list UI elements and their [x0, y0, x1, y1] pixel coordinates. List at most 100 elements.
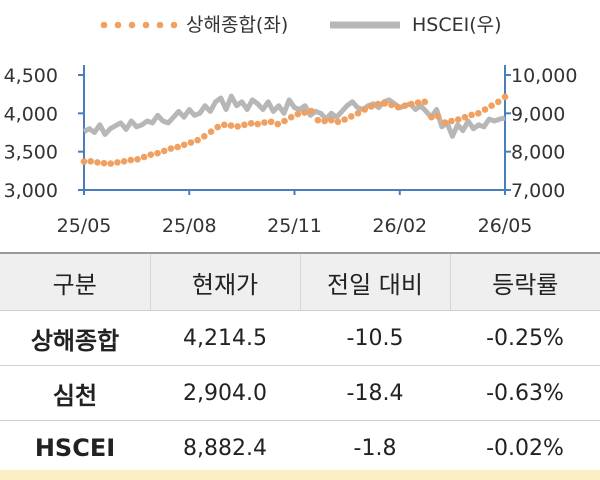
shanghai-point [214, 123, 221, 131]
shanghai-point [180, 141, 188, 149]
col-header-price: 현재가 [149, 252, 300, 311]
series-hscei-line [82, 93, 506, 139]
shanghai-point [401, 102, 409, 109]
cell-price: 2,904.0 [150, 365, 300, 421]
index-quote-table: 구분 현재가 전일 대비 등락률 상해종합 4,214.5 -10.5 -0.2… [0, 252, 600, 476]
shanghai-point [388, 101, 395, 109]
shanghai-point [187, 139, 195, 146]
shanghai-point [107, 160, 114, 167]
shanghai-point [94, 159, 101, 166]
shanghai-point [234, 123, 241, 130]
shanghai-point [134, 156, 141, 163]
series-shanghai-points [80, 93, 509, 167]
shanghai-point [381, 100, 389, 107]
legend-dot [156, 21, 164, 29]
shanghai-point [434, 113, 442, 120]
legend-dot [100, 21, 108, 29]
shanghai-point [354, 110, 362, 117]
x-axis-ticks: 25/05 25/08 25/11 26/02 26/05 [57, 190, 533, 237]
legend-hscei-label: HSCEI(우) [412, 14, 502, 36]
cell-change: -1.8 [300, 420, 450, 476]
shanghai-point [428, 113, 435, 121]
cell-change: -18.4 [300, 365, 450, 421]
shanghai-point [120, 158, 128, 165]
col-header-category: 구분 [0, 252, 150, 311]
shanghai-point [154, 149, 161, 157]
x-tick-label: 25/08 [162, 215, 217, 237]
chart-legend: 상해종합(좌) HSCEI(우) [100, 14, 502, 36]
shanghai-point [328, 116, 335, 124]
shanghai-point [495, 98, 502, 106]
shanghai-point [441, 119, 449, 126]
cell-change: -10.5 [300, 310, 450, 366]
shanghai-point [281, 117, 288, 125]
shanghai-point [374, 100, 382, 108]
legend-shanghai-marker [100, 21, 178, 29]
cell-price: 8,882.4 [150, 420, 300, 476]
shanghai-point [421, 98, 429, 106]
shanghai-point [448, 117, 455, 125]
col-header-rate: 등락률 [449, 252, 600, 311]
left-tick-label: 3,000 [4, 180, 58, 202]
x-tick-label: 26/02 [372, 215, 427, 237]
table-header-row: 구분 현재가 전일 대비 등락률 [0, 252, 600, 311]
cell-rate: -0.63% [450, 365, 600, 421]
row-label: HSCEI [0, 420, 150, 476]
shanghai-point [127, 156, 135, 164]
shanghai-point [307, 107, 315, 115]
shanghai-point [414, 99, 422, 106]
shanghai-point [488, 102, 495, 109]
shanghai-point [100, 159, 108, 167]
shanghai-point [468, 111, 475, 119]
shanghai-point [394, 103, 402, 111]
right-tick-label: 9,000 [511, 103, 565, 125]
shanghai-point [321, 117, 328, 125]
shanghai-point [341, 116, 348, 123]
left-axis-ticks: 3,000 3,500 4,000 4,500 [4, 65, 84, 202]
shanghai-point [140, 153, 148, 161]
row-label: 상해종합 [0, 310, 150, 366]
shanghai-point [114, 159, 121, 166]
shanghai-point [274, 120, 282, 128]
col-header-change: 전일 대비 [299, 252, 450, 311]
bottom-accent-bar [0, 470, 600, 480]
shanghai-point [294, 110, 302, 118]
legend-dot [114, 21, 122, 29]
shanghai-point [247, 120, 255, 127]
dual-axis-line-chart: 상해종합(좌) HSCEI(우) 3,000 3,500 4,000 4,500 7,… [4, 14, 578, 237]
left-tick-label: 4,500 [4, 65, 58, 87]
shanghai-point [207, 128, 215, 135]
table-row: 심천 2,904.0 -18.4 -0.63% [0, 365, 600, 421]
shanghai-point [314, 116, 322, 124]
shanghai-point [174, 143, 181, 151]
table-row: 상해종합 4,214.5 -10.5 -0.25% [0, 310, 600, 366]
shanghai-point [348, 113, 355, 120]
shanghai-point [267, 118, 275, 126]
legend-dot [170, 21, 178, 29]
shanghai-point [408, 100, 415, 108]
legend-dot [142, 21, 150, 29]
right-axis-ticks: 7,000 8,000 9,000 10,000 [505, 65, 577, 202]
right-tick-label: 7,000 [511, 180, 565, 202]
legend-dot [128, 21, 136, 29]
left-tick-label: 4,000 [4, 103, 58, 125]
shanghai-point [454, 116, 462, 123]
x-tick-label: 25/05 [57, 215, 112, 237]
shanghai-point [475, 110, 482, 117]
shanghai-point [368, 103, 375, 110]
cell-price: 4,214.5 [150, 310, 300, 366]
shanghai-point [194, 136, 201, 144]
x-tick-label: 26/05 [478, 215, 533, 237]
shanghai-point [481, 106, 489, 113]
shanghai-point [147, 151, 155, 158]
shanghai-point [80, 158, 88, 165]
shanghai-point [227, 122, 235, 129]
legend-shanghai-label: 상해종합(좌) [186, 14, 288, 36]
shanghai-point [301, 109, 308, 116]
left-tick-label: 3,500 [4, 142, 58, 164]
cell-rate: -0.25% [450, 310, 600, 366]
row-label: 심천 [0, 365, 150, 421]
shanghai-point [221, 121, 228, 129]
shanghai-point [87, 158, 94, 165]
table-row: HSCEI 8,882.4 -1.8 -0.02% [0, 420, 600, 476]
